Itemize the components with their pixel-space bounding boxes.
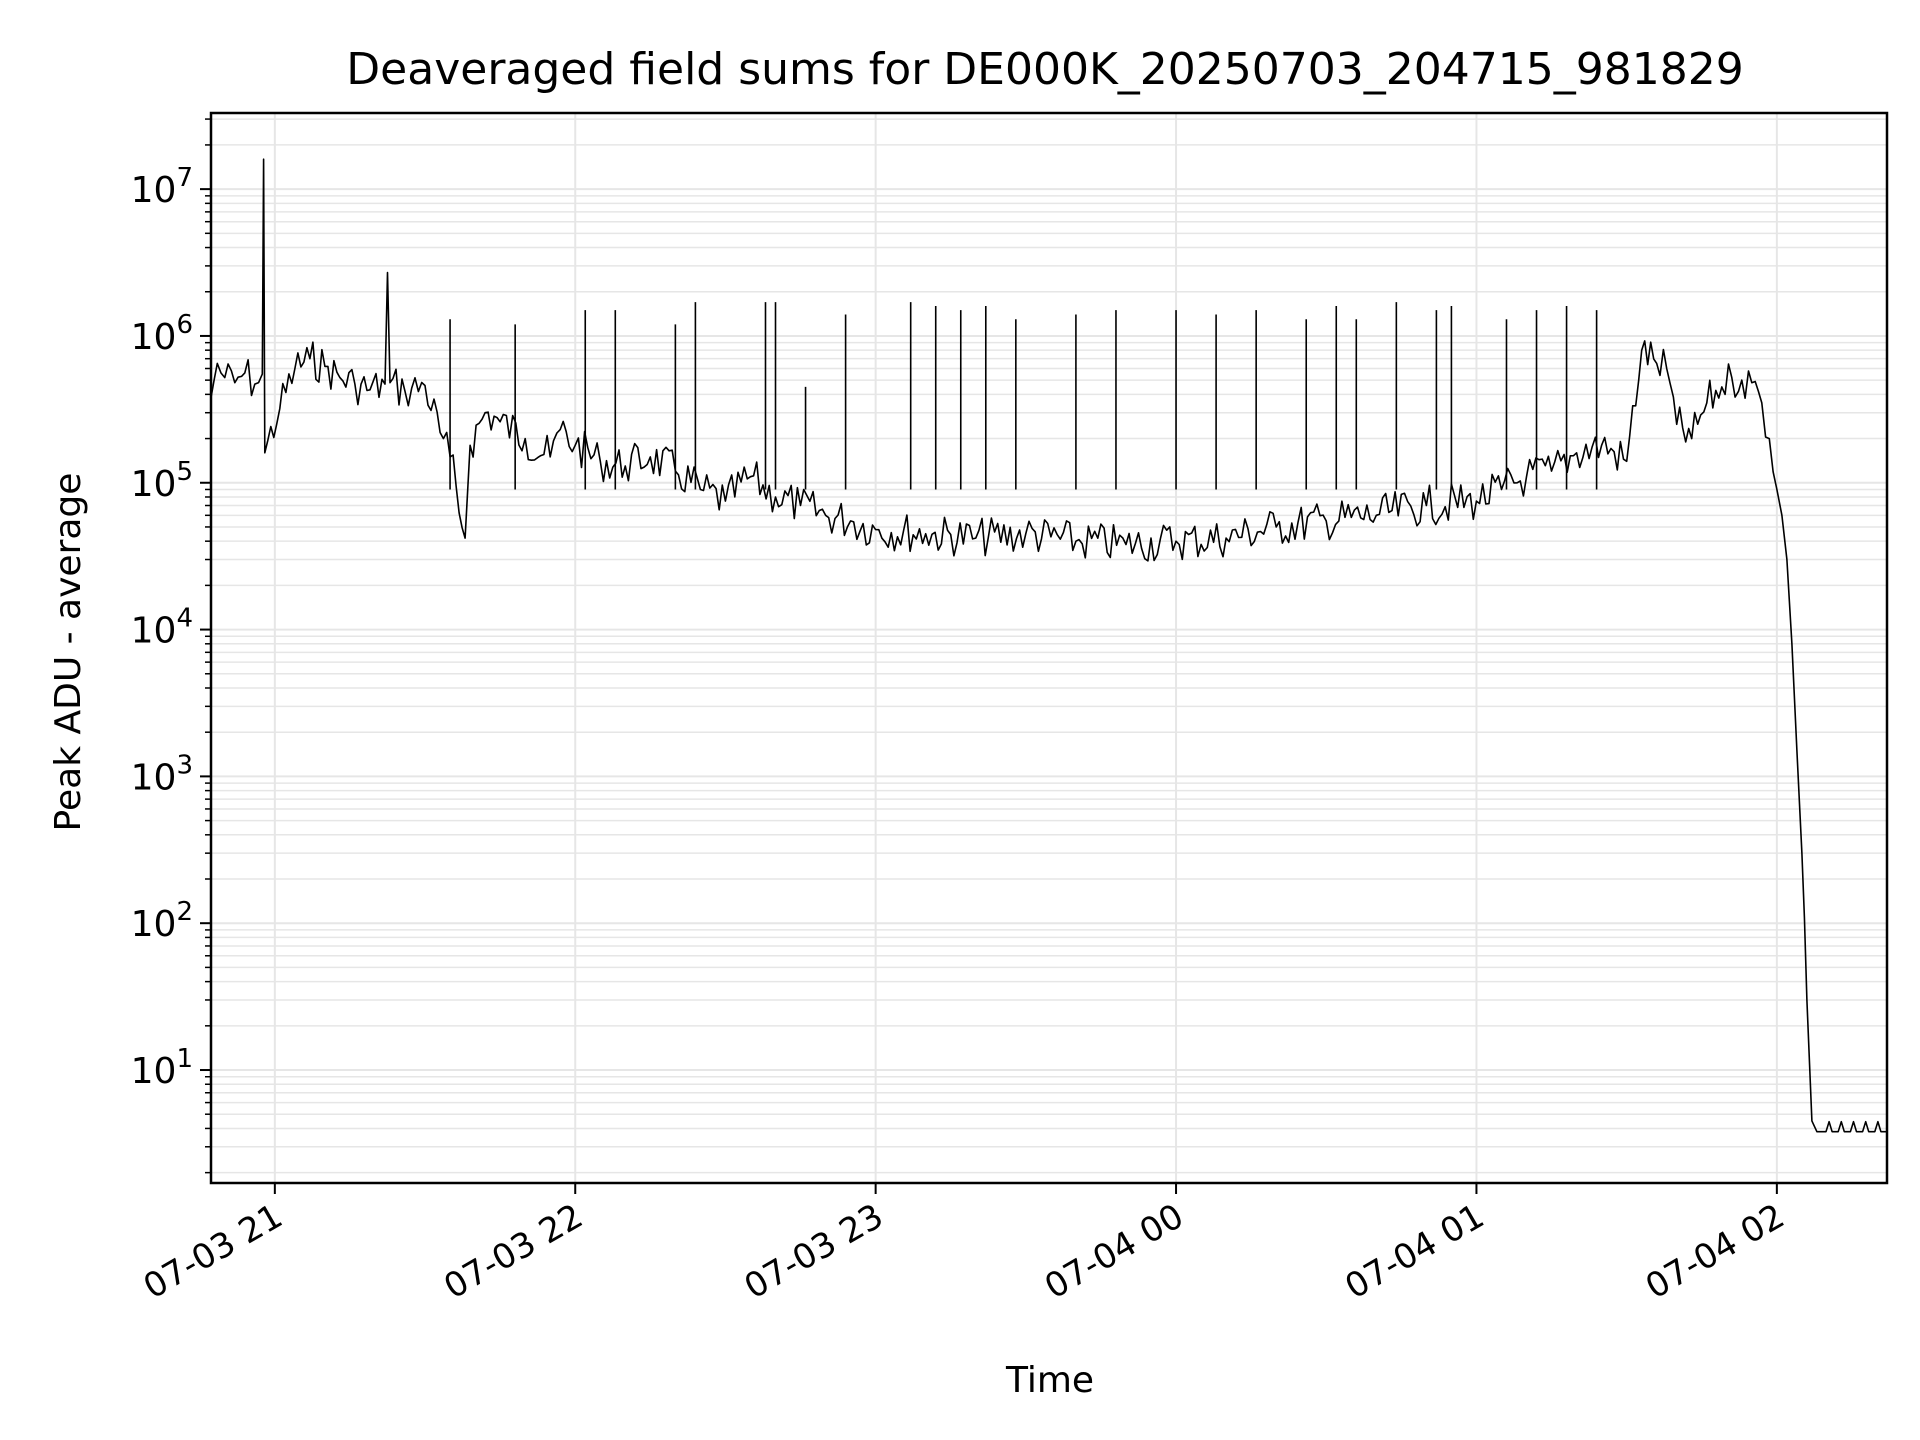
x-axis-label: Time (1005, 1360, 1094, 1401)
chart-title: Deaveraged field sums for DE000K_2025070… (346, 44, 1743, 95)
y-tick-label: 107 (131, 163, 193, 211)
y-axis-label: Peak ADU - average (48, 473, 89, 832)
spike-series (449, 302, 1598, 490)
plot-frame (209, 111, 1889, 1185)
plot-area (210, 158, 1887, 1133)
grid (211, 113, 1887, 1183)
